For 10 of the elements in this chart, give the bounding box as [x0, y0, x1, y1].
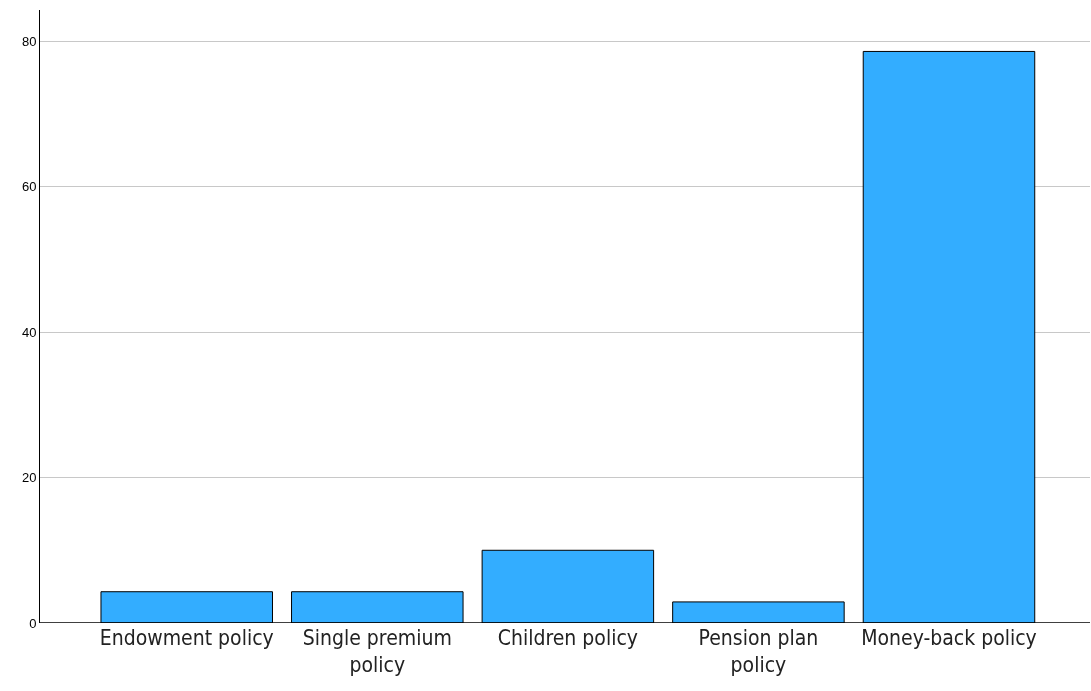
x-tick-label: Pension plan policy: [698, 626, 819, 678]
x-tick-label: Single premium policy: [302, 626, 452, 678]
y-tick-label: 40: [21, 324, 37, 340]
x-tick-label: Children policy: [497, 626, 638, 650]
x-tick-label: Endowment policy: [99, 626, 274, 650]
y-tick-label: 0: [29, 615, 37, 631]
y-tick-label: 60: [21, 179, 37, 195]
y-tick-label: 80: [21, 33, 37, 49]
y-tick-label: 20: [21, 470, 37, 486]
x-tick-label: Money-back policy: [861, 626, 1037, 650]
